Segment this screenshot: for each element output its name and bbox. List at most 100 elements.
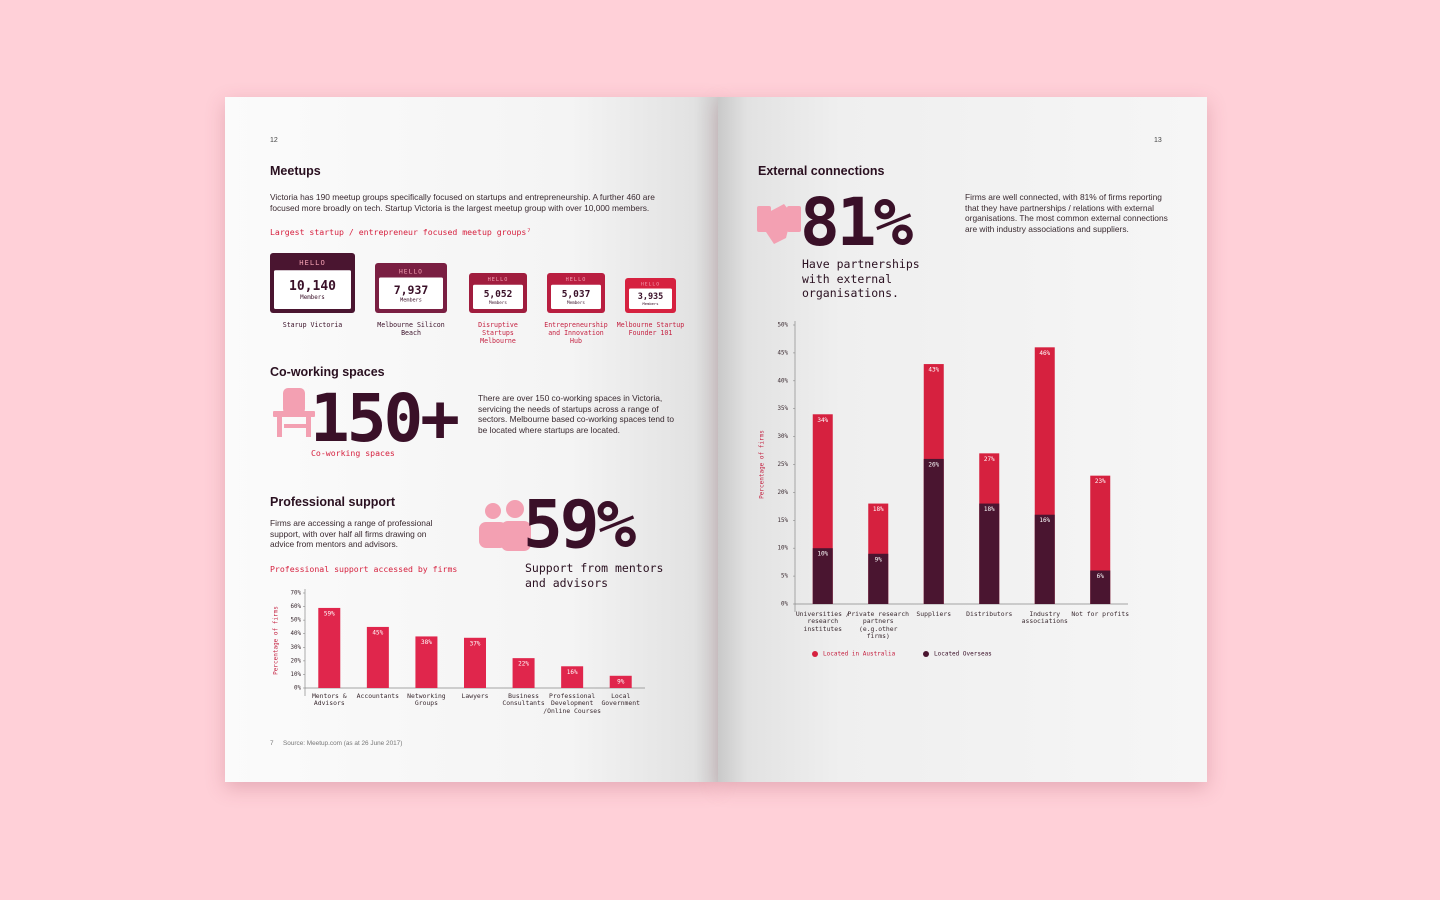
subtitle: Largest startup / entrepreneur focused m… [270,227,532,237]
badge-value: 10,140 [289,279,336,294]
people-icon [479,500,531,551]
y-tick-label: 10% [778,546,789,552]
badge-header: HELLO [488,277,509,283]
y-tick-label: 40% [778,378,789,384]
x-tick-label: Private research partners (e.g.other fir… [847,610,910,641]
legend-swatch [812,651,818,657]
badge-name: Entrepreneurship and Innovation Hub [544,321,608,345]
y-tick-label: 60% [291,604,302,610]
bar [812,548,833,604]
y-tick-label: 5% [781,574,788,580]
legend-label: Located Overseas [934,651,992,658]
bar [979,503,1000,604]
value-label: 43% [928,367,939,374]
badge-value: 3,935 [638,292,664,302]
x-tick-label: Accountants [356,692,399,700]
bar [1090,570,1111,604]
page-number: 12 [270,137,278,144]
bar [868,553,889,604]
caption: Support from mentors and advisors [525,561,664,590]
x-tick-label: Local Government [601,692,640,708]
badge-unit: Members [489,300,507,306]
bar [318,607,341,688]
caption: Have partnerships with external organisa… [802,257,920,300]
value-label: 45% [372,629,383,636]
x-tick-label: Networking Groups [407,692,446,708]
bar [464,637,486,688]
value-label: 27% [984,456,995,463]
y-tick-label: 15% [778,518,789,524]
value-label: 59% [324,610,335,617]
desk-icon [273,388,315,437]
badge-name: Melbourne Startup Founder 101 [616,321,685,337]
value-label: 23% [1095,478,1106,485]
x-tick-label: Business Consultants [502,692,545,708]
section-title: External connections [758,164,885,178]
big-number: 59% [523,486,636,563]
legend-label: Located in Australia [823,651,896,658]
badge-name: Disruptive Startups Melbourne [478,321,518,345]
value-label: 18% [873,506,884,513]
y-axis-label: Percentage of firms [759,430,766,499]
y-tick-label: 50% [778,323,789,329]
value-label: 22% [518,661,529,668]
big-number: 81% [800,184,913,261]
bar [923,458,944,604]
badge-unit: Members [567,300,585,306]
legend-swatch [923,651,929,657]
y-tick-label: 70% [291,591,302,597]
value-label: 46% [1039,350,1050,357]
value-label: 10% [817,551,828,558]
paragraph: Firms are well connected, with 81% of fi… [965,192,1168,234]
section-title: Professional support [270,495,396,509]
bar [415,636,438,688]
badge-value: 7,937 [394,283,429,297]
badge-header: HELLO [641,281,660,287]
section-title: Meetups [270,164,321,178]
badge-name: Melbourne Silicon Beach [377,321,445,337]
value-label: 37% [470,640,481,647]
y-tick-label: 45% [778,350,789,356]
x-tick-label: Distributors [966,610,1013,618]
badge-inner [274,270,351,309]
y-tick-label: 0% [781,602,788,608]
section-title: Co-working spaces [270,365,385,379]
paragraph: There are over 150 co-working spaces in … [478,393,674,435]
big-number: 150+ [310,380,460,457]
badge-value: 5,037 [562,289,591,300]
value-label: 9% [875,556,883,563]
bar [366,626,389,688]
x-tick-label: Universities / research institutes [795,610,850,633]
value-label: 16% [1039,517,1050,524]
badge-value: 5,052 [484,289,513,300]
paragraph: Firms are accessing a range of professio… [270,518,433,550]
y-tick-label: 25% [778,462,789,468]
footnote: Source: Meetup.com (as at 26 June 2017) [283,740,403,747]
x-tick-label: Industry associations [1021,610,1068,626]
x-tick-label: Professional Development /Online Courses [543,692,601,715]
bar [1034,514,1055,604]
x-tick-label: Mentors & Advisors [311,692,347,708]
badge-inner [473,284,523,309]
badge-header: HELLO [566,277,587,283]
badge-name: Starup Victoria [282,321,343,329]
y-tick-label: 50% [291,618,302,624]
badge-inner [379,277,443,309]
badge-inner [629,288,672,309]
y-tick-label: 30% [778,434,789,440]
y-tick-label: 35% [778,406,789,412]
x-tick-label: Lawyers [461,692,489,700]
badge-inner [551,284,601,309]
value-label: 16% [567,669,578,676]
badge-unit: Members [300,295,325,301]
y-tick-label: 30% [291,645,302,651]
y-tick-label: 10% [291,672,302,678]
y-tick-label: 0% [294,686,301,692]
x-tick-label: Not for profits [1071,610,1130,618]
badge-unit: Members [642,301,658,306]
paragraph: Victoria has 190 meetup groups specifica… [270,192,655,213]
chart-title: Professional support accessed by firms [270,564,458,574]
caption: Co-working spaces [311,448,395,458]
